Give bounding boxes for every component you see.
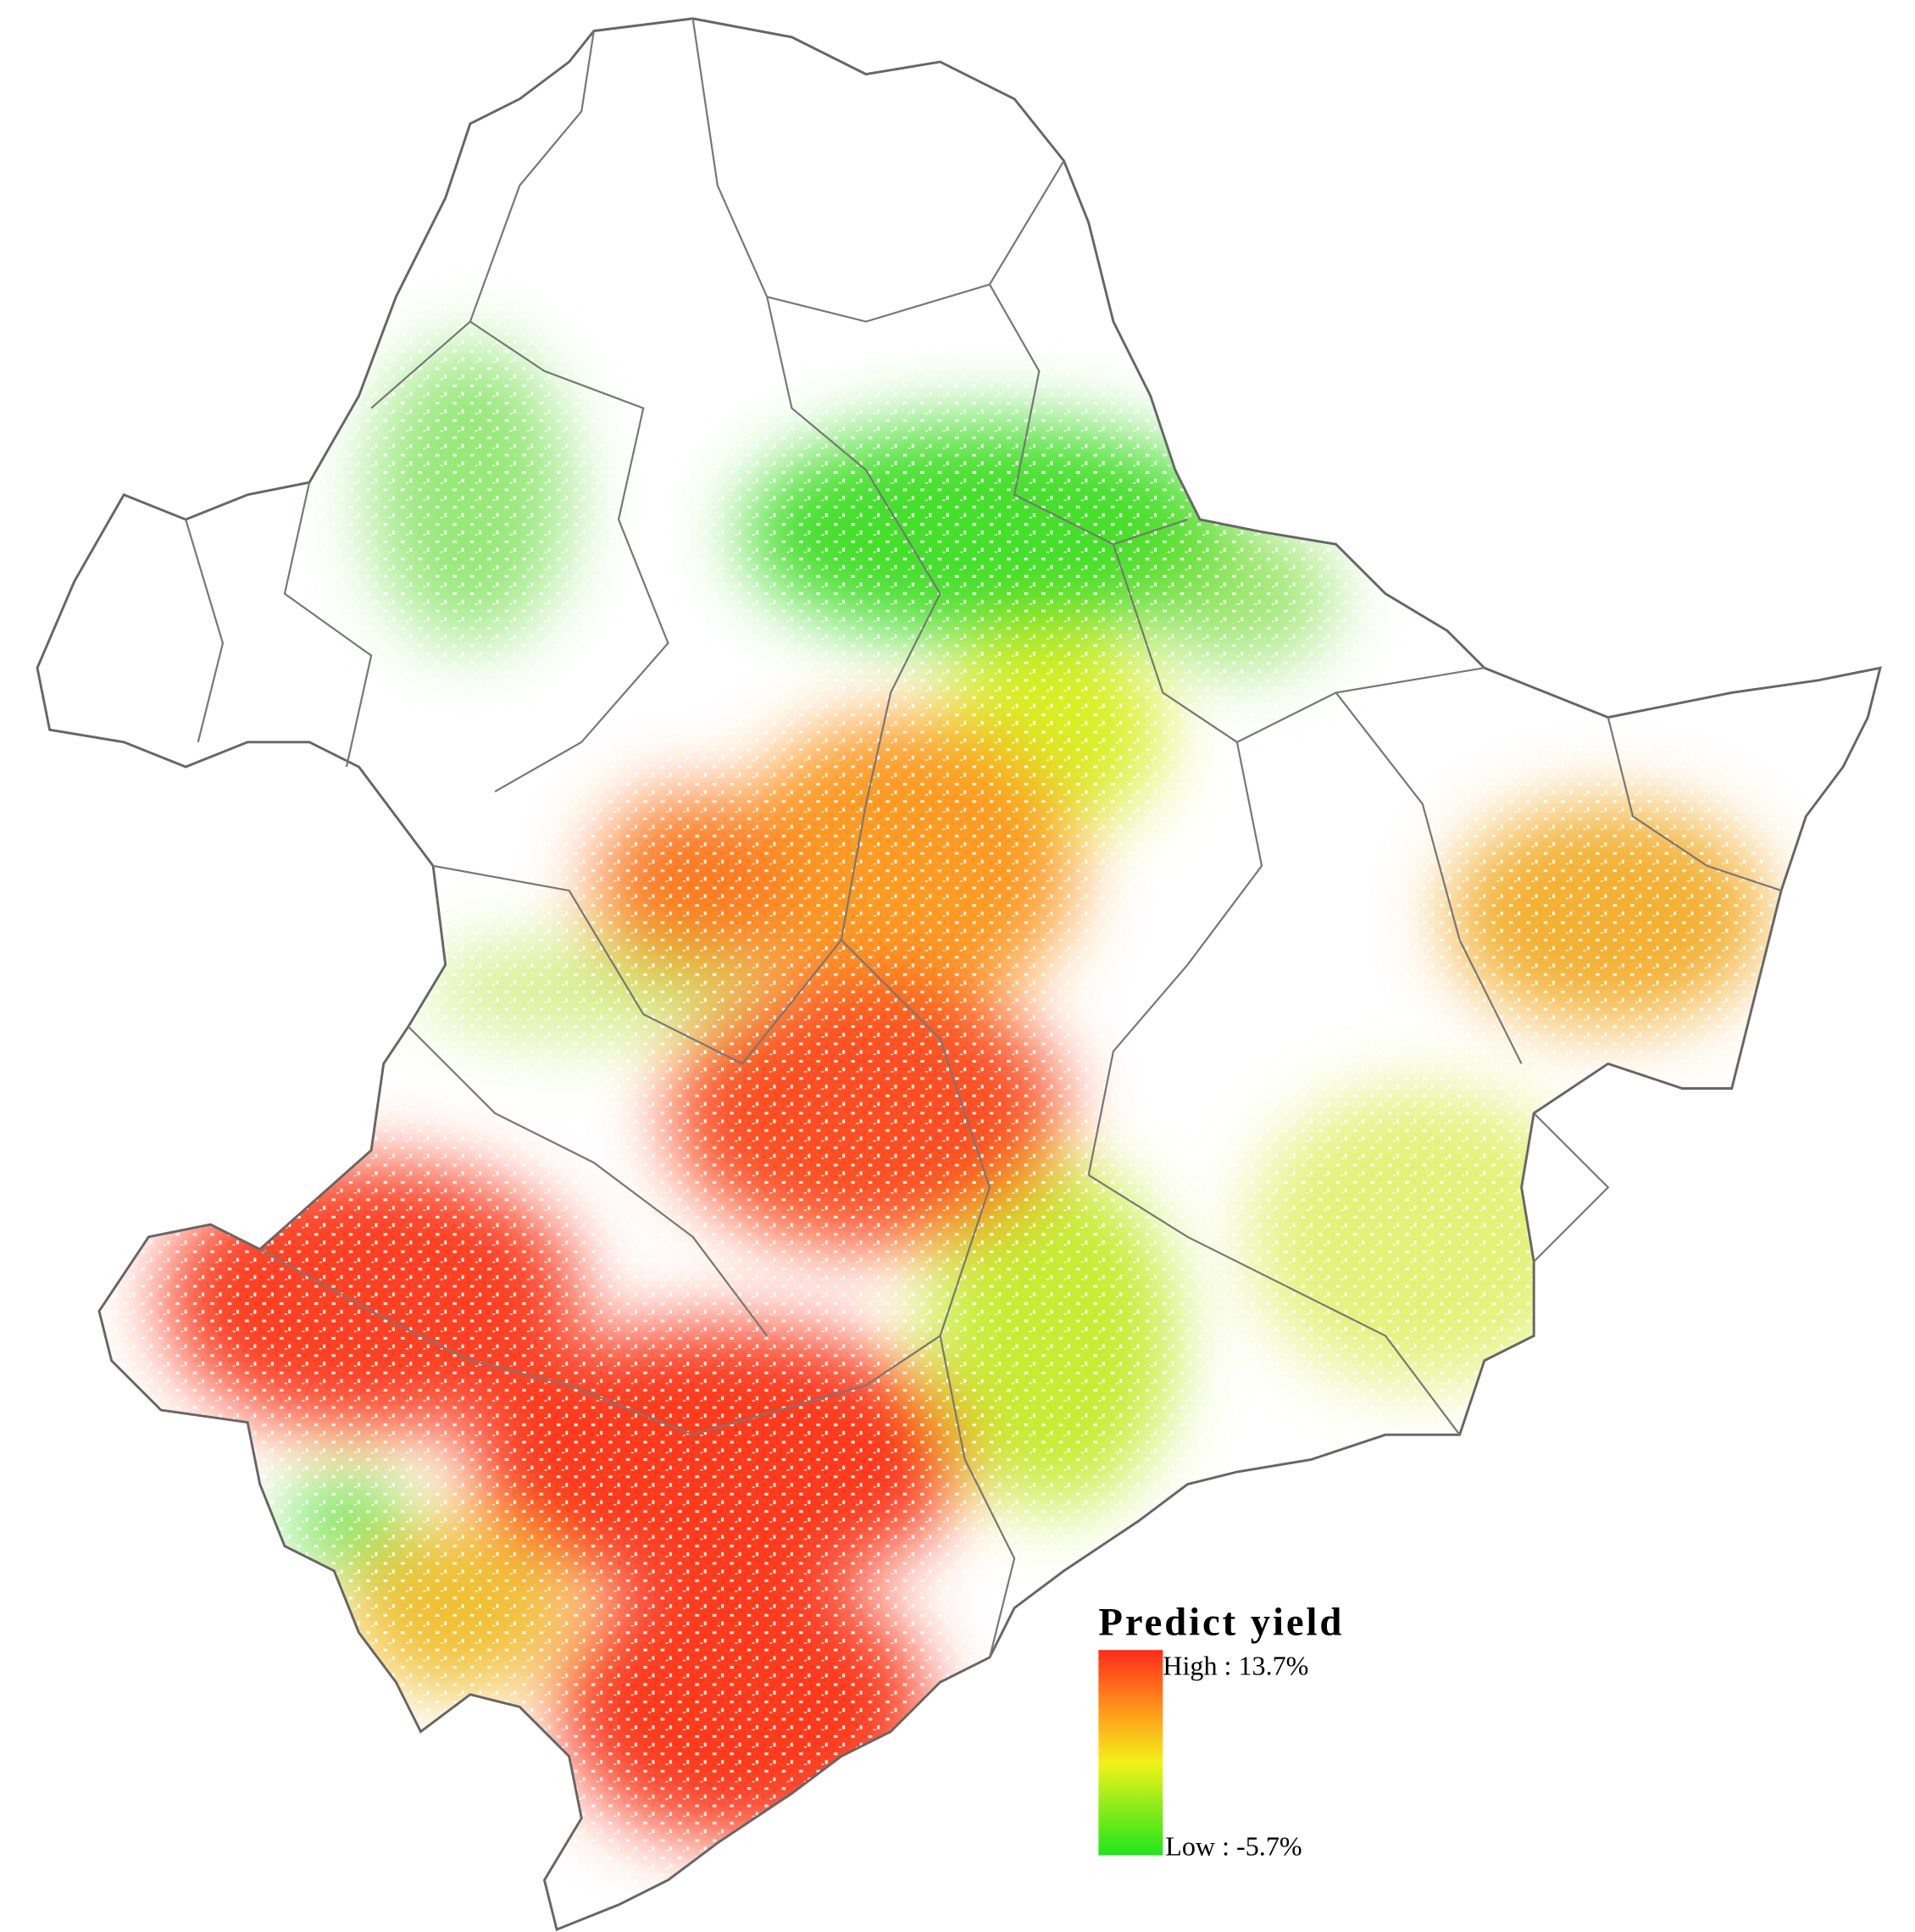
legend-ramp [1098, 1650, 1163, 1856]
legend: Predict yield High : 13.7% Low : -5.7% [1098, 1601, 1344, 1862]
legend-high: High : 13.7% [1163, 1650, 1308, 1680]
legend-title: Predict yield [1098, 1601, 1344, 1645]
legend-low: Low : -5.7% [1165, 1831, 1302, 1862]
county-boundaries [185, 18, 1782, 1658]
